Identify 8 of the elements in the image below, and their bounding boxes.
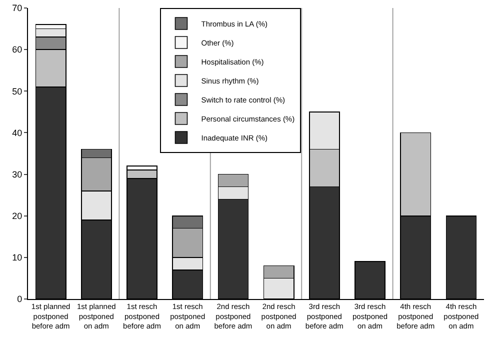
y-tick-label: 20 xyxy=(12,211,22,222)
y-tick-label: 70 xyxy=(12,3,22,14)
y-tick-label: 30 xyxy=(12,169,22,180)
y-tick-label: 50 xyxy=(12,86,22,96)
y-tick-label: 40 xyxy=(12,128,22,138)
y-tick-label: 0 xyxy=(17,294,22,304)
y-tick-label: 60 xyxy=(12,44,22,55)
y-tick-label: 10 xyxy=(12,252,22,263)
